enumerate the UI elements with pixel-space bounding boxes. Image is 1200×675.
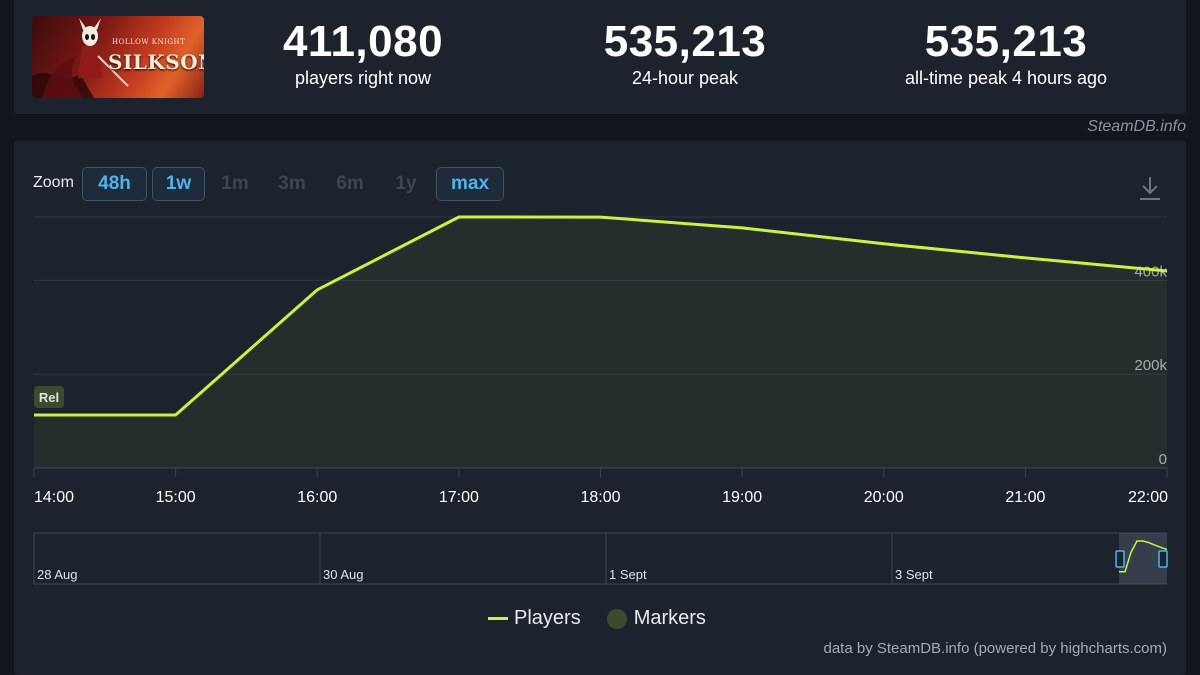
banner-title: SILKSONG	[108, 50, 204, 74]
navigator-date-label: 28 Aug	[37, 567, 78, 582]
all-time-peak-label: all-time peak 4 hours ago	[904, 68, 1108, 88]
steamdb-credit-link[interactable]: SteamDB.info	[1087, 118, 1186, 135]
x-tick-label: 15:00	[156, 489, 196, 506]
players-area	[34, 217, 1167, 468]
stats-header: HOLLOW KNIGHT SILKSONG 411,080 players r…	[14, 0, 1186, 114]
zoom-3m-button[interactable]: 3m	[278, 173, 306, 194]
legend-markers-label: Markers	[633, 607, 706, 629]
all-time-peak-value: 535,213	[924, 17, 1088, 66]
zoom-6m-button[interactable]: 6m	[336, 173, 364, 194]
legend-item-players[interactable]: Players	[488, 607, 581, 630]
x-tick-label: 22:00	[1128, 489, 1168, 506]
x-tick-label: 18:00	[580, 489, 620, 506]
release-marker-label: Rel	[39, 390, 59, 405]
zoom-1w-button[interactable]: 1w	[152, 167, 205, 201]
navigator-date-label: 1 Sept	[609, 567, 647, 582]
players-line-swatch	[488, 617, 508, 620]
markers-dot-swatch	[606, 608, 627, 629]
navigator-right-handle[interactable]	[1158, 550, 1168, 568]
y-tick-label: 200k	[1134, 357, 1167, 374]
stat-all-time-peak: 535,213 all-time peak 4 hours ago	[866, 18, 1146, 89]
download-icon[interactable]	[1138, 175, 1162, 201]
chart-panel: Zoom 48h 1w 1m 3m 6m 1y max 0 200k 400k 14:…	[14, 141, 1186, 675]
legend-item-markers[interactable]: Markers	[606, 607, 706, 630]
zoom-1y-button[interactable]: 1y	[395, 173, 417, 194]
game-banner-image[interactable]: HOLLOW KNIGHT SILKSONG	[32, 16, 204, 98]
peak-24h-value: 535,213	[603, 17, 767, 66]
navigator-left-handle[interactable]	[1115, 550, 1125, 568]
stat-24h-peak: 535,213 24-hour peak	[545, 18, 825, 89]
x-tick-label: 16:00	[297, 489, 337, 506]
legend-players-label: Players	[514, 607, 581, 629]
chart-credit[interactable]: data by SteamDB.info (powered by highcha…	[823, 640, 1168, 657]
navigator-date-label: 30 Aug	[323, 567, 364, 582]
players-series-line	[34, 215, 1168, 417]
zoom-48h-button[interactable]: 48h	[82, 167, 147, 201]
x-tick-label: 21:00	[1005, 489, 1045, 506]
x-tick-label: 17:00	[439, 489, 479, 506]
x-tick-label: 20:00	[864, 489, 904, 506]
current-players-label: players right now	[294, 68, 432, 88]
zoom-label: Zoom	[33, 174, 74, 191]
knight-artwork-icon	[32, 18, 129, 98]
zoom-max-button[interactable]: max	[436, 167, 504, 201]
navigator-mini-line	[1119, 540, 1168, 573]
chart-legend: Players Markers	[488, 607, 732, 630]
x-tick-label: 19:00	[722, 489, 762, 506]
navigator-date-label: 3 Sept	[895, 567, 933, 582]
x-tick-label: 14:00	[34, 489, 74, 506]
y-tick-label: 0	[1159, 451, 1167, 468]
release-marker	[34, 386, 64, 408]
stat-current-players: 411,080 players right now	[223, 18, 503, 89]
current-players-value: 411,080	[282, 17, 444, 66]
banner-subtitle: HOLLOW KNIGHT	[112, 38, 186, 46]
peak-24h-label: 24-hour peak	[631, 68, 739, 88]
zoom-1m-button[interactable]: 1m	[221, 173, 249, 194]
